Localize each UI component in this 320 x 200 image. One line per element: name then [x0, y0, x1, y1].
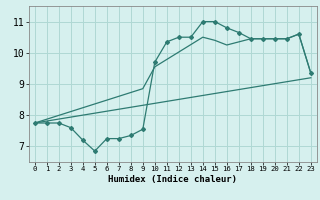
X-axis label: Humidex (Indice chaleur): Humidex (Indice chaleur)	[108, 175, 237, 184]
